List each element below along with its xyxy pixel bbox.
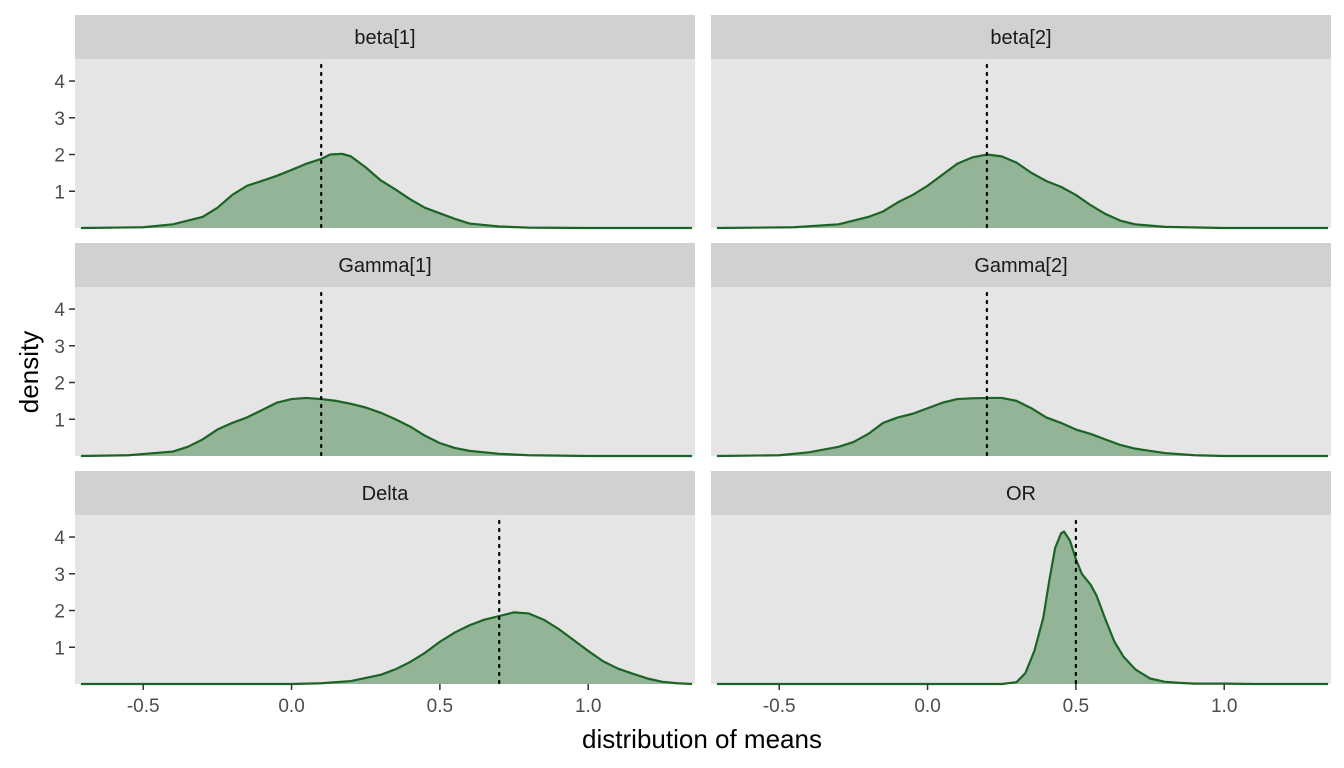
x-tick-label: 0.0 [278, 696, 304, 717]
y-tick-label: 4 [54, 300, 65, 321]
y-tick-label: 4 [54, 528, 65, 549]
density-line [716, 530, 1329, 686]
y-tick-label: 4 [54, 72, 65, 93]
x-tick-label: 0.5 [1063, 696, 1089, 717]
x-axis-title: distribution of means [582, 724, 822, 754]
panel-background [75, 515, 695, 684]
y-tick-label: 1 [54, 410, 65, 431]
panel-6: OR -0.5 0.0 0.5 1.0 [711, 471, 1331, 717]
panel-title: Gamma[2] [974, 255, 1067, 277]
panel-title: Gamma[1] [338, 255, 431, 277]
y-tick-label: 1 [54, 182, 65, 203]
panel-background [711, 515, 1331, 684]
density-line [716, 153, 1329, 230]
panel-strip [711, 243, 1331, 287]
panel-5: Delta 1 2 3 4 -0.5 0.0 0.5 1.0 [54, 471, 695, 717]
y-tick-label: 3 [54, 337, 65, 358]
density-area [716, 154, 1329, 228]
x-tick-label: 0.0 [914, 696, 940, 717]
x-tick-label: -0.5 [127, 696, 160, 717]
density-area [80, 153, 693, 228]
density-line [716, 396, 1329, 458]
panel-strip [75, 243, 695, 287]
panel-strip [711, 15, 1331, 59]
x-tick-label: 1.0 [1211, 696, 1237, 717]
panel-title: Delta [362, 483, 410, 505]
y-tick-label: 1 [54, 638, 65, 659]
y-tick-label: 2 [54, 374, 65, 395]
y-axis-title: density [14, 331, 44, 413]
panel-1: beta[1] 1 2 3 4 [54, 15, 695, 230]
panel-2: beta[2] [711, 15, 1331, 230]
x-tick-label: -0.5 [763, 696, 796, 717]
panel-4: Gamma[2] [711, 243, 1331, 458]
density-line [80, 611, 693, 686]
density-area [80, 397, 693, 456]
y-tick-label: 2 [54, 602, 65, 623]
panel-strip [75, 471, 695, 515]
panel-title: OR [1006, 483, 1036, 505]
panel-strip [711, 471, 1331, 515]
x-tick-label: 0.5 [427, 696, 453, 717]
y-tick-label: 3 [54, 565, 65, 586]
density-area [80, 612, 693, 684]
y-tick-label: 2 [54, 146, 65, 167]
panel-strip [75, 15, 695, 59]
panel-title: beta[2] [990, 27, 1051, 49]
density-line [80, 152, 693, 230]
density-line [80, 396, 693, 458]
panel-3: Gamma[1] 1 2 3 4 [54, 243, 695, 458]
panel-title: beta[1] [354, 27, 415, 49]
y-tick-label: 3 [54, 109, 65, 130]
x-tick-label: 1.0 [575, 696, 601, 717]
density-area [716, 397, 1329, 456]
